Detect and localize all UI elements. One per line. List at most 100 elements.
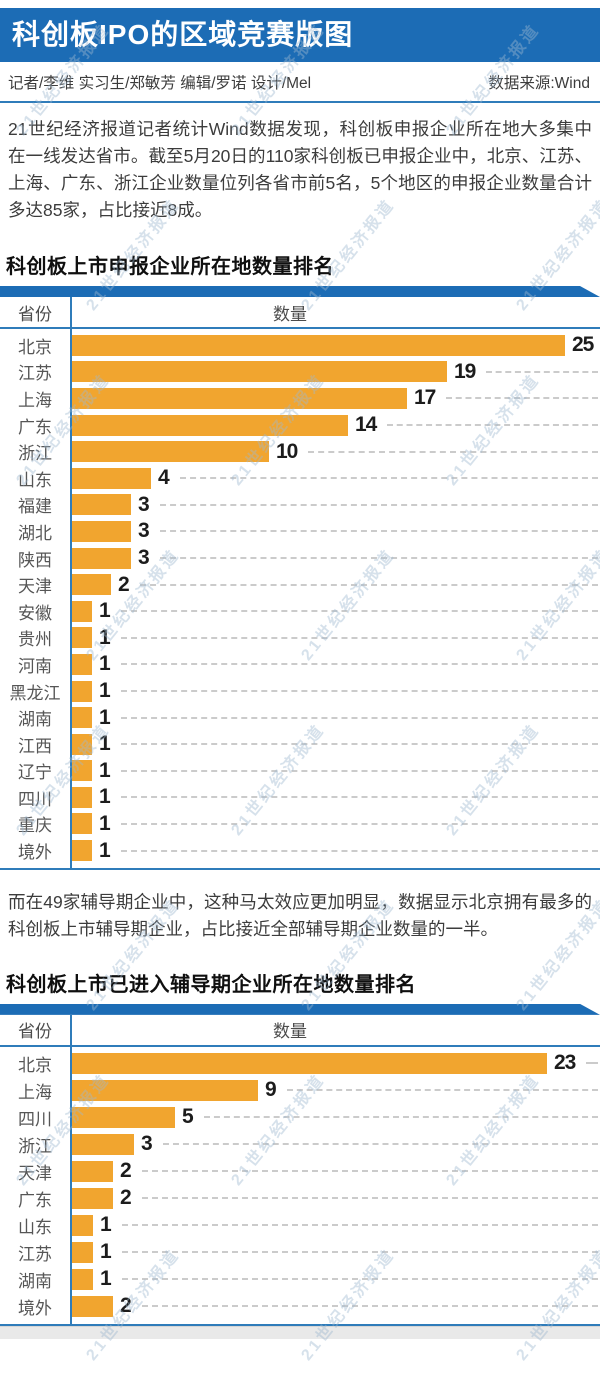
dashed-leader-line: [286, 1089, 598, 1092]
value-bar: [72, 813, 92, 835]
chart-row: 北京 23: [0, 1050, 600, 1077]
dashed-leader-line: [120, 822, 598, 825]
province-label: 辽宁: [18, 763, 52, 783]
dashed-leader-line: [159, 530, 598, 533]
value-bar: [72, 1241, 93, 1263]
value-bar: [72, 1106, 175, 1128]
chart-1-rows: 北京 25 江苏 19 上海 17 广东 14 浙江 10 山东 4 福建 3 湖北 3 陕西 3 天津 2 安徽 1 贵州…: [0, 329, 600, 868]
chart-1-header-row: 省份 数量: [0, 297, 600, 329]
count-column-header: 数量: [273, 304, 307, 324]
value-bar: [72, 520, 131, 542]
dashed-leader-line: [159, 503, 598, 506]
dashed-leader-line: [120, 716, 598, 719]
dashed-leader-line: [121, 1251, 598, 1254]
province-column-header: 省份: [18, 304, 52, 324]
value-bar: [72, 1133, 134, 1155]
bar-chart-coaching-companies: 省份 数量 北京 23 上海 9 四川 5 浙江 3 天津 2 广东 2 山东 1 江苏 1 湖南 1 境外 2: [0, 1014, 600, 1326]
value-label: 1: [99, 652, 111, 676]
value-label: 1: [99, 811, 111, 835]
value-label: 3: [138, 519, 150, 543]
province-label: 安徽: [18, 603, 52, 623]
blue-ribbon-2: [0, 1004, 600, 1015]
value-bar: [72, 680, 92, 702]
value-label: 3: [138, 492, 150, 516]
value-bar: [72, 840, 92, 862]
count-column-header: 数量: [273, 1022, 307, 1042]
chart-row: 境外 1: [0, 837, 600, 864]
chart-row: 陕西 3: [0, 545, 600, 572]
province-label: 湖南: [18, 1271, 52, 1291]
chart-row: 天津 2: [0, 1158, 600, 1185]
value-bar: [72, 653, 92, 675]
header-band: 科创板IPO的区域竞赛版图: [0, 8, 600, 62]
value-bar: [72, 1160, 113, 1182]
province-label: 境外: [18, 1298, 52, 1318]
dashed-leader-line: [121, 1224, 598, 1227]
province-column-header: 省份: [18, 1022, 52, 1042]
chart-2-rows: 北京 23 上海 9 四川 5 浙江 3 天津 2 广东 2 山东 1 江苏 1 湖南 1 境外 2: [0, 1047, 600, 1324]
chart-row: 北京 25: [0, 332, 600, 359]
province-label: 黑龙江: [9, 683, 61, 703]
province-label: 广东: [18, 1190, 52, 1210]
dashed-leader-line: [120, 636, 598, 639]
value-label: 1: [100, 1267, 112, 1291]
column-divider-line: [70, 297, 72, 868]
dashed-leader-line: [141, 1197, 598, 1200]
chart-row: 湖北 3: [0, 518, 600, 545]
dashed-leader-line: [387, 424, 598, 427]
province-label: 重庆: [18, 816, 52, 836]
dashed-leader-line: [120, 610, 598, 613]
chart-row: 广东 14: [0, 412, 600, 439]
value-label: 1: [99, 679, 111, 703]
value-bar: [72, 1214, 93, 1236]
dashed-leader-line: [120, 663, 598, 666]
value-bar: [72, 733, 92, 755]
value-bar: [72, 387, 407, 409]
chart-row: 湖南 1: [0, 704, 600, 731]
value-bar: [72, 574, 111, 596]
chart-row: 上海 9: [0, 1077, 600, 1104]
dashed-leader-line: [121, 1278, 598, 1281]
value-label: 1: [99, 732, 111, 756]
top-margin-strip: [0, 0, 600, 8]
dashed-leader-line: [159, 557, 598, 560]
dashed-leader-line: [120, 690, 598, 693]
value-bar: [72, 627, 92, 649]
value-label: 14: [355, 413, 377, 437]
province-label: 广东: [18, 417, 52, 437]
value-bar: [72, 786, 92, 808]
chart-row: 辽宁 1: [0, 758, 600, 785]
value-label: 1: [99, 599, 111, 623]
dashed-leader-line: [120, 796, 598, 799]
chart-row: 安徽 1: [0, 598, 600, 625]
province-label: 江苏: [18, 364, 52, 384]
chart-1-title: 科创板上市申报企业所在地数量排名: [6, 256, 334, 278]
dashed-leader-line: [203, 1116, 598, 1119]
chart-row: 江苏 19: [0, 359, 600, 386]
intro-paragraph: 21世纪经济报道记者统计Wind数据发现，科创板申报企业所在地大多集中在一线发达…: [8, 119, 592, 220]
province-label: 境外: [18, 843, 52, 863]
value-label: 2: [120, 1294, 132, 1318]
dashed-leader-line: [179, 477, 598, 480]
value-bar: [72, 600, 92, 622]
value-bar: [72, 1187, 113, 1209]
province-label: 北京: [18, 1055, 52, 1075]
value-bar: [72, 361, 447, 383]
province-label: 四川: [18, 789, 52, 809]
value-label: 1: [100, 1213, 112, 1237]
value-label: 4: [158, 466, 170, 490]
value-label: 1: [99, 758, 111, 782]
chart-row: 湖南 1: [0, 1266, 600, 1293]
value-bar: [72, 1052, 547, 1074]
dashed-leader-line: [308, 450, 598, 453]
dashed-leader-line: [139, 583, 598, 586]
value-label: 1: [99, 838, 111, 862]
chart-2-header-row: 省份 数量: [0, 1015, 600, 1047]
value-bar: [72, 760, 92, 782]
value-bar: [72, 707, 92, 729]
value-bar: [72, 334, 565, 356]
chart-row: 浙江 3: [0, 1131, 600, 1158]
value-label: 9: [265, 1078, 277, 1102]
province-label: 天津: [18, 577, 52, 597]
